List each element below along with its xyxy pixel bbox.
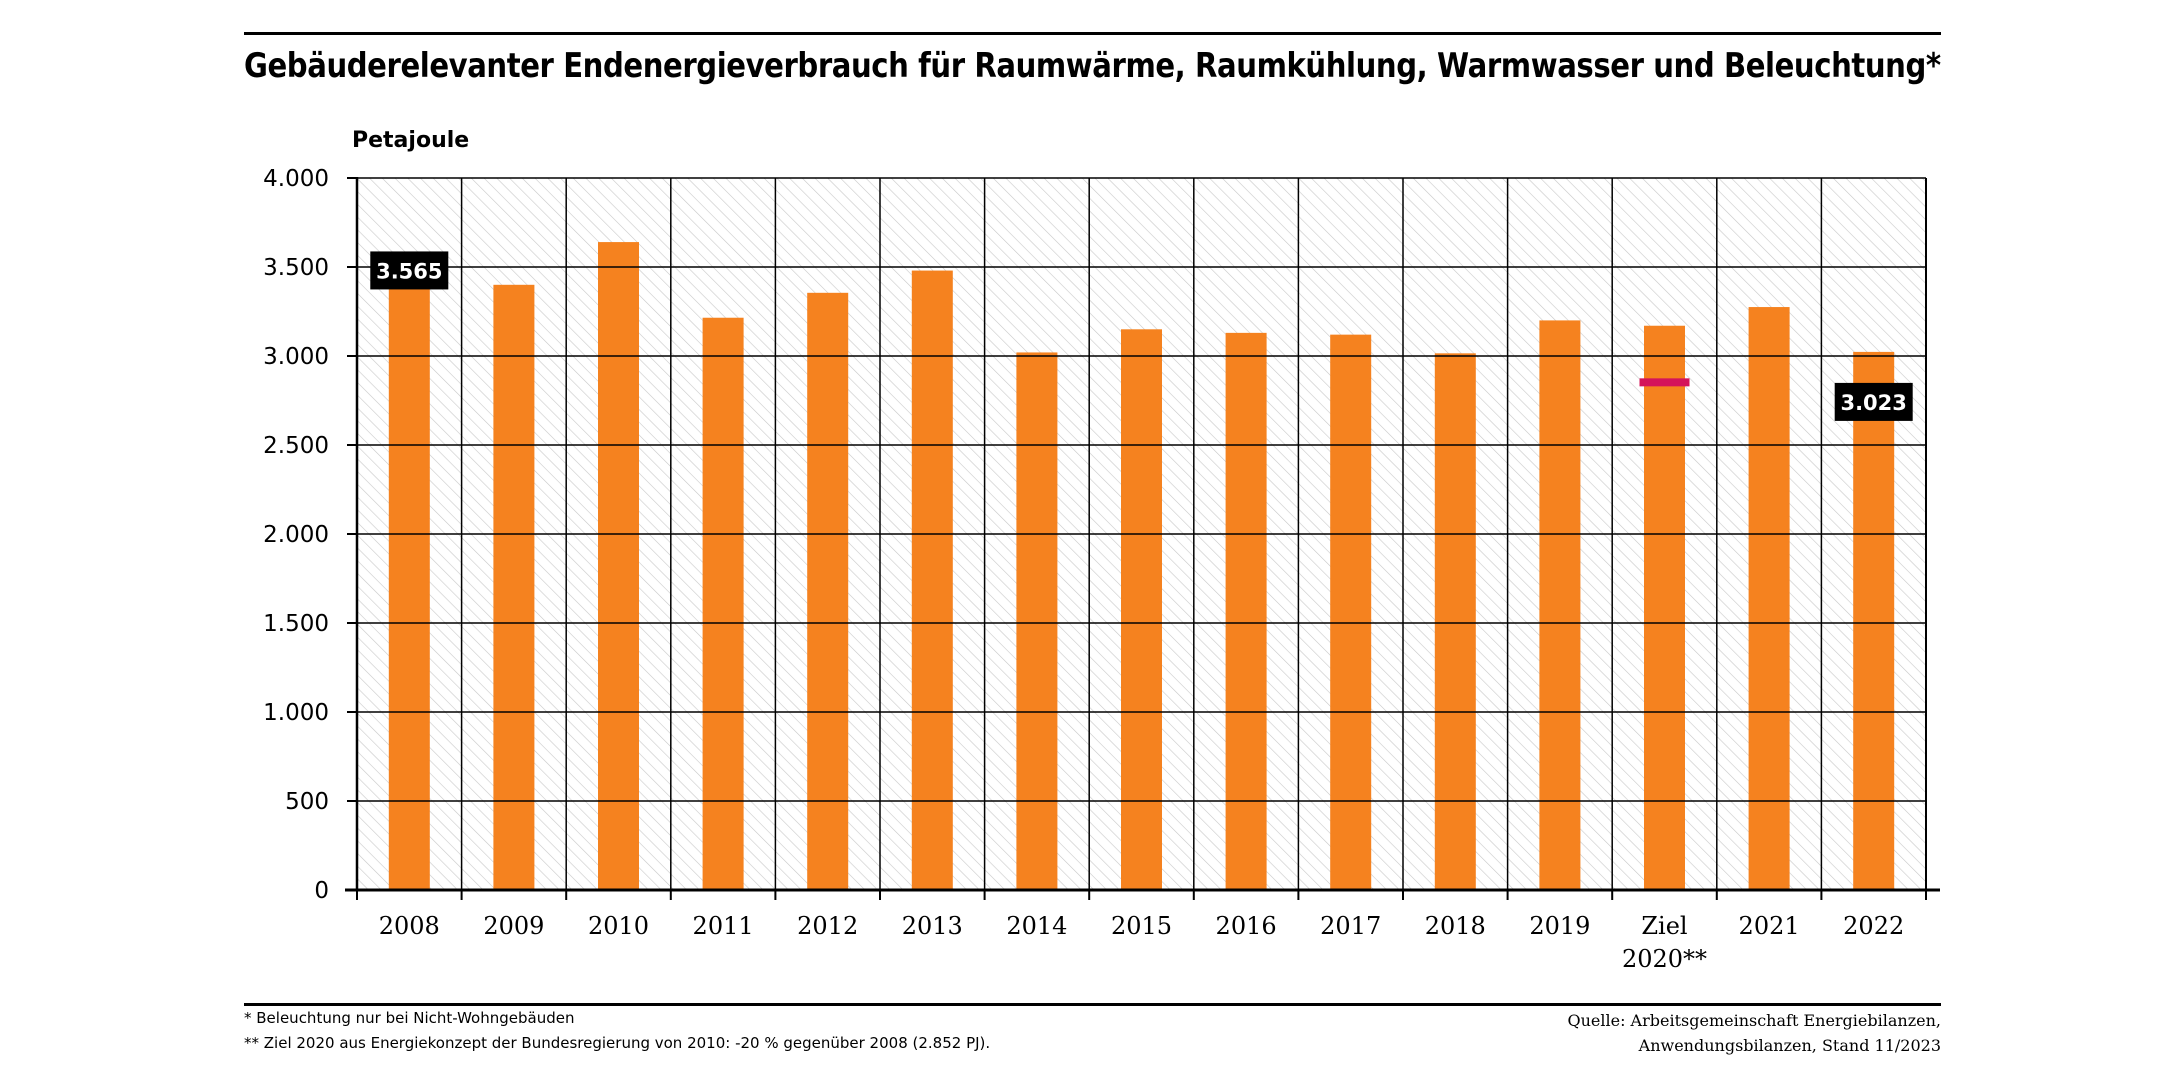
bar: [598, 242, 639, 890]
x-tick-label: 2009: [483, 912, 544, 940]
bar: [1748, 307, 1790, 890]
top-rule: [244, 32, 1941, 35]
y-tick-label: 3.000: [263, 344, 329, 370]
x-tick-label: 2012: [797, 912, 858, 940]
data-label: 3.023: [1840, 391, 1906, 415]
bar: [1539, 320, 1581, 890]
x-tick-label: 2021: [1739, 912, 1800, 940]
source-line-1: Quelle: Arbeitsgemeinschaft Energiebilan…: [1567, 1011, 1941, 1030]
x-tick-label: 2008: [379, 912, 440, 940]
bar: [911, 270, 953, 890]
bar: [1016, 352, 1058, 890]
bar: [388, 255, 430, 890]
x-tick-label: 2019: [1529, 912, 1590, 940]
chart-title: Gebäuderelevanter Endenergieverbrauch fü…: [244, 46, 1941, 86]
y-tick-label: 1.500: [263, 611, 329, 637]
bar: [1121, 329, 1162, 890]
bar: [1225, 332, 1267, 890]
footnote-target: ** Ziel 2020 aus Energiekonzept der Bund…: [244, 1034, 991, 1052]
data-label: 3.565: [376, 259, 442, 283]
y-tick-label: 0: [314, 878, 329, 904]
x-tick-label: 2022: [1843, 912, 1904, 940]
x-tick-label: 2018: [1425, 912, 1486, 940]
bottom-rule: [244, 1003, 1941, 1006]
data-label-box: [1834, 382, 1913, 421]
y-axis-label: Petajoule: [352, 128, 469, 153]
y-tick-label: 2.000: [263, 522, 329, 548]
bar: [1644, 325, 1685, 890]
bar: [807, 292, 849, 890]
x-tick-label: 2020**: [1622, 945, 1707, 973]
x-tick-label: 2017: [1320, 912, 1381, 940]
source-line-2: Anwendungsbilanzen, Stand 11/2023: [1638, 1036, 1941, 1055]
y-tick-label: 3.500: [263, 255, 329, 281]
bar: [1330, 334, 1372, 890]
bar: [702, 317, 744, 891]
bar: [1853, 351, 1895, 890]
x-tick-label: 2011: [693, 912, 754, 940]
x-tick-label: 2010: [588, 912, 649, 940]
x-tick-label: 2013: [902, 912, 963, 940]
bar-chart: 0 500 1.000 1.500 2.000 2.500 3.000 3.500 4.000 P…: [263, 128, 1940, 973]
y-tick-label: 2.500: [263, 433, 329, 459]
footnote-lighting: * Beleuchtung nur bei Nicht-Wohngebäuden: [244, 1009, 575, 1027]
y-tick-label: 500: [285, 789, 329, 815]
x-tick-label: 2015: [1111, 912, 1172, 940]
data-label-box: [370, 251, 449, 290]
target-marker: [1639, 378, 1690, 387]
x-tick-label: 2016: [1216, 912, 1277, 940]
x-tick-label: Ziel: [1641, 912, 1687, 940]
x-tick-label: 2014: [1006, 912, 1067, 940]
bar: [493, 284, 535, 890]
bar: [1434, 353, 1476, 891]
y-tick-label: 4.000: [263, 166, 329, 192]
y-tick-label: 1.000: [263, 700, 329, 726]
